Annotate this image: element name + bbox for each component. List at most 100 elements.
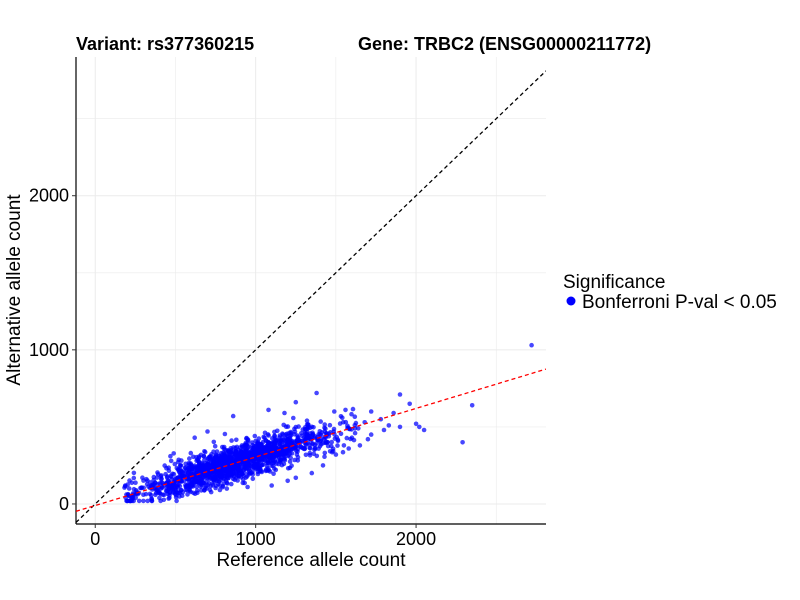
data-point bbox=[136, 498, 142, 504]
data-point bbox=[365, 436, 371, 442]
data-point bbox=[209, 458, 215, 464]
data-point bbox=[280, 449, 286, 454]
data-point bbox=[235, 478, 240, 483]
data-point bbox=[213, 456, 219, 461]
data-point bbox=[123, 484, 128, 489]
data-point bbox=[168, 458, 174, 464]
data-point bbox=[255, 441, 261, 446]
data-point bbox=[184, 483, 189, 489]
data-point bbox=[299, 431, 304, 436]
data-point bbox=[165, 491, 170, 497]
data-point bbox=[292, 429, 298, 435]
data-point bbox=[301, 446, 306, 451]
data-point bbox=[133, 480, 138, 486]
reference-lines bbox=[76, 70, 546, 523]
data-point bbox=[307, 437, 313, 442]
data-point bbox=[288, 455, 294, 461]
data-point bbox=[308, 446, 313, 451]
data-point bbox=[266, 407, 271, 413]
data-point bbox=[202, 487, 207, 493]
data-point bbox=[229, 481, 234, 487]
chart-title-variant: Variant: rs377360215 bbox=[76, 34, 254, 54]
data-point bbox=[250, 476, 256, 482]
data-point bbox=[256, 445, 261, 451]
data-point bbox=[229, 472, 234, 478]
data-point bbox=[231, 467, 236, 472]
data-point bbox=[176, 490, 181, 496]
data-point bbox=[263, 468, 269, 474]
x-tick-label: 1000 bbox=[236, 529, 276, 549]
data-point bbox=[349, 411, 354, 417]
data-point bbox=[318, 438, 324, 444]
data-point bbox=[340, 415, 345, 421]
data-point bbox=[322, 450, 328, 456]
data-point bbox=[529, 342, 534, 348]
data-point bbox=[177, 473, 183, 478]
data-point bbox=[194, 484, 199, 490]
data-point bbox=[131, 470, 137, 476]
data-point bbox=[183, 472, 188, 477]
data-point bbox=[289, 451, 295, 456]
data-point bbox=[235, 462, 241, 467]
data-point bbox=[305, 422, 311, 427]
data-point bbox=[261, 434, 267, 440]
data-point bbox=[319, 430, 325, 435]
data-point bbox=[148, 492, 154, 498]
data-point bbox=[226, 448, 232, 454]
data-point bbox=[310, 430, 315, 436]
data-point bbox=[204, 472, 210, 478]
data-point bbox=[240, 477, 246, 482]
tick-labels: 0 1000 2000 0 1000 2000 bbox=[29, 186, 436, 549]
data-point bbox=[164, 465, 169, 471]
data-point bbox=[249, 440, 255, 445]
data-point bbox=[352, 414, 358, 420]
data-point bbox=[288, 429, 294, 435]
data-point bbox=[225, 481, 230, 486]
data-point bbox=[213, 452, 219, 458]
data-point bbox=[307, 450, 313, 456]
data-point bbox=[267, 469, 273, 474]
data-point bbox=[264, 463, 270, 469]
data-point bbox=[309, 470, 315, 476]
data-point bbox=[325, 443, 331, 449]
data-point bbox=[218, 474, 223, 480]
data-point bbox=[242, 480, 247, 486]
data-point bbox=[407, 401, 413, 407]
data-point bbox=[357, 443, 363, 448]
x-tick-label: 0 bbox=[90, 529, 100, 549]
data-point bbox=[322, 425, 327, 431]
data-point bbox=[285, 478, 291, 484]
data-point bbox=[386, 423, 392, 428]
data-point bbox=[239, 443, 245, 448]
data-point bbox=[314, 390, 319, 396]
data-point bbox=[192, 435, 197, 441]
data-point bbox=[343, 407, 348, 413]
data-point bbox=[155, 489, 160, 494]
data-point bbox=[294, 452, 300, 457]
data-point bbox=[317, 443, 323, 449]
data-point bbox=[303, 452, 309, 458]
data-point bbox=[151, 474, 157, 480]
legend-swatch-bonferroni bbox=[566, 296, 576, 306]
data-point bbox=[260, 439, 266, 445]
data-point bbox=[191, 490, 196, 496]
data-point bbox=[296, 424, 301, 429]
data-point bbox=[176, 457, 181, 463]
data-point bbox=[353, 420, 359, 426]
data-point bbox=[182, 465, 188, 471]
data-point bbox=[251, 449, 256, 454]
data-point bbox=[381, 427, 387, 433]
data-point bbox=[262, 430, 268, 436]
data-point bbox=[244, 474, 250, 479]
data-point bbox=[352, 430, 358, 436]
data-point bbox=[217, 483, 223, 489]
data-point bbox=[183, 461, 188, 467]
data-point bbox=[343, 419, 349, 425]
data-point bbox=[413, 421, 419, 427]
data-point bbox=[212, 443, 218, 449]
data-point bbox=[230, 413, 236, 419]
data-point bbox=[153, 492, 158, 498]
data-point bbox=[234, 444, 240, 450]
data-point bbox=[346, 446, 352, 451]
data-point bbox=[168, 453, 173, 459]
